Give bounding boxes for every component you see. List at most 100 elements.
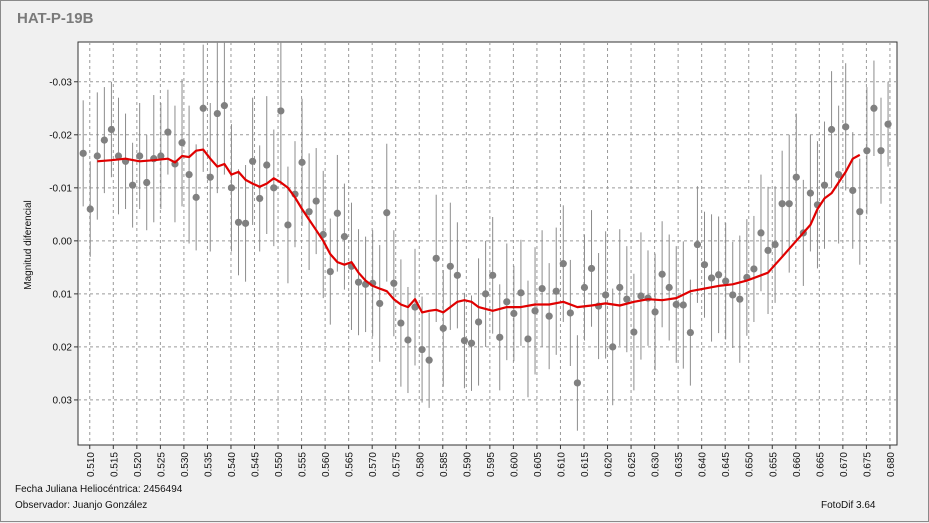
- data-point: [785, 200, 793, 208]
- x-tick-label: 0.525: [156, 452, 167, 477]
- data-point: [404, 336, 412, 344]
- y-axis-label: Magnitud diferencial: [23, 200, 34, 290]
- data-point: [312, 197, 320, 205]
- data-point: [107, 125, 116, 134]
- x-tick-label: 0.670: [839, 452, 850, 477]
- x-tick-label: 0.580: [415, 452, 426, 477]
- data-point: [241, 219, 250, 227]
- data-point: [538, 284, 546, 293]
- trend-line: [97, 148, 861, 314]
- data-point: [792, 173, 800, 181]
- x-tick-label: 0.660: [792, 452, 803, 477]
- x-tick-label: 0.615: [580, 452, 591, 477]
- x-tick-label: 0.620: [604, 452, 615, 477]
- data-point: [849, 186, 857, 195]
- data-point: [602, 291, 610, 299]
- x-tick-label: 0.645: [721, 452, 732, 477]
- grid: [78, 42, 897, 445]
- data-point: [100, 136, 108, 144]
- x-tick-label: 0.545: [251, 452, 262, 477]
- data-point: [340, 233, 349, 241]
- data-point: [270, 184, 278, 192]
- data-point: [411, 303, 419, 311]
- data-point: [580, 283, 589, 292]
- data-point: [474, 318, 483, 326]
- data-point: [136, 152, 144, 160]
- x-tick-label: 0.650: [745, 452, 756, 477]
- data-point: [418, 345, 426, 354]
- x-tick-label: 0.605: [533, 452, 544, 477]
- x-tick-label: 0.540: [227, 452, 238, 477]
- data-point: [764, 246, 772, 254]
- data-point: [658, 270, 666, 278]
- x-tick-label: 0.595: [486, 452, 497, 477]
- data-point: [609, 343, 617, 351]
- data-point: [715, 271, 723, 279]
- x-tick-label: 0.585: [439, 452, 450, 477]
- moving-average-line: [97, 148, 861, 314]
- data-point: [376, 299, 384, 308]
- data-points: [79, 102, 892, 387]
- data-point: [616, 283, 624, 292]
- x-tick-label: 0.520: [133, 452, 144, 477]
- x-tick-label: 0.565: [345, 452, 356, 477]
- data-point: [623, 295, 631, 303]
- data-point: [545, 312, 553, 320]
- data-point: [503, 298, 511, 306]
- data-point: [884, 120, 892, 128]
- x-tick-label: 0.560: [321, 452, 332, 477]
- data-point: [446, 262, 454, 270]
- x-tick-label: 0.675: [862, 452, 873, 477]
- data-point: [863, 147, 871, 155]
- x-tick-label: 0.550: [274, 452, 285, 477]
- data-point: [453, 271, 461, 279]
- x-tick-label: 0.635: [674, 452, 685, 477]
- data-point: [672, 300, 680, 309]
- x-tick-label: 0.510: [86, 452, 97, 477]
- data-point: [383, 209, 391, 217]
- data-point: [390, 279, 398, 287]
- x-tick-label: 0.555: [298, 452, 309, 477]
- data-point: [566, 309, 574, 317]
- data-point: [877, 147, 885, 155]
- y-tick-label: 0.02: [53, 342, 73, 353]
- data-point: [778, 200, 786, 208]
- data-point: [185, 170, 193, 179]
- data-point: [870, 104, 878, 112]
- data-point: [700, 261, 709, 269]
- data-point: [686, 328, 694, 337]
- data-point: [722, 277, 730, 285]
- data-point: [93, 152, 101, 160]
- chart-title: HAT-P-19B: [17, 10, 94, 27]
- data-point: [552, 287, 560, 295]
- data-point: [587, 264, 596, 273]
- y-tick-label: 0.01: [53, 289, 73, 300]
- data-point: [354, 278, 363, 286]
- data-point: [827, 125, 836, 134]
- data-point: [227, 184, 236, 192]
- footer-fecha: Fecha Juliana Heliocéntrica: 2456494: [15, 484, 183, 495]
- x-tick-label: 0.640: [698, 452, 709, 477]
- data-point: [559, 260, 567, 268]
- data-point: [820, 181, 829, 189]
- data-point: [199, 104, 207, 112]
- data-point: [425, 356, 433, 364]
- x-tick-label: 0.575: [392, 452, 403, 477]
- x-tick-label: 0.625: [627, 452, 638, 477]
- x-tick-label: 0.655: [768, 452, 779, 477]
- data-point: [79, 149, 87, 157]
- data-point: [143, 178, 151, 187]
- data-point: [129, 181, 137, 189]
- data-point: [277, 107, 285, 115]
- y-tick-label: -0.01: [49, 183, 72, 194]
- x-tick-label: 0.680: [886, 452, 897, 477]
- x-tick-label: 0.630: [651, 452, 662, 477]
- data-point: [114, 152, 123, 160]
- x-tick-label: 0.530: [180, 452, 191, 477]
- data-point: [736, 295, 744, 303]
- data-point: [298, 158, 306, 166]
- data-point: [164, 128, 172, 136]
- data-point: [842, 123, 850, 131]
